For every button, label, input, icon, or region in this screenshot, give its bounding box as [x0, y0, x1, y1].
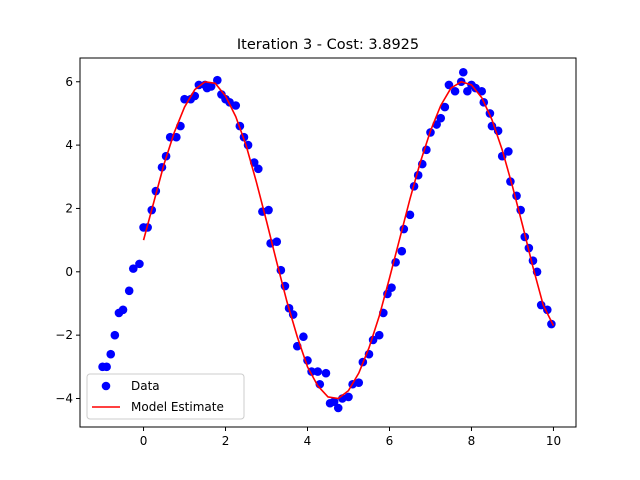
legend-label-data: Data [131, 379, 160, 393]
plot-area: 0 2 4 6 8 10 −4 −2 0 2 4 6 [55, 57, 577, 448]
model-estimate-line [142, 80, 555, 400]
x-tick-label: 8 [468, 434, 476, 448]
legend-marker-data [101, 381, 111, 391]
x-tick-label: 10 [546, 434, 561, 448]
data-point [102, 362, 111, 372]
data-point [128, 264, 138, 273]
data-point [231, 101, 241, 110]
data-point [135, 259, 144, 269]
axes-frame [79, 57, 577, 428]
data-point [264, 205, 273, 215]
data-point [213, 75, 222, 85]
data-point [405, 210, 415, 220]
y-tick-label: 0 [65, 265, 73, 279]
data-point [458, 67, 468, 77]
data-point [124, 286, 134, 296]
data-point [180, 94, 189, 104]
data-point [272, 237, 282, 247]
data-point [397, 246, 407, 256]
data-point [118, 305, 128, 315]
data-point [254, 164, 263, 174]
data-point [440, 102, 450, 112]
data-point [194, 80, 204, 90]
data-point [299, 332, 308, 342]
data-point [344, 392, 353, 402]
data-point [110, 330, 120, 340]
y-tick-label: 4 [65, 138, 73, 152]
y-tick-label: −4 [55, 391, 73, 405]
data-point [321, 368, 331, 378]
data-point [333, 403, 343, 413]
legend-label-model: Model Estimate [131, 400, 224, 414]
x-tick-label: 2 [222, 434, 230, 448]
data-point [374, 330, 384, 340]
data-point [477, 86, 487, 96]
legend-box [86, 373, 245, 420]
chart-title: Iteration 3 - Cost: 3.8925 [237, 37, 419, 53]
data-point [547, 319, 556, 329]
x-tick-label: 6 [386, 434, 394, 448]
x-tick-label: 0 [140, 434, 148, 448]
data-point [387, 283, 396, 292]
data-point [354, 378, 364, 387]
data-point [106, 349, 116, 359]
y-tick-label: 2 [65, 201, 73, 215]
legend: Data Model Estimate [86, 373, 245, 420]
data-point [444, 80, 454, 90]
data-point [450, 86, 460, 96]
data-point [329, 397, 339, 406]
data-point [206, 82, 216, 91]
y-tick-label: 6 [65, 75, 73, 89]
data-point [436, 113, 446, 123]
data-point [504, 147, 513, 156]
data-point [313, 367, 323, 376]
y-tick-label: −2 [55, 328, 73, 342]
data-point [463, 86, 472, 96]
x-tick-label: 4 [304, 434, 312, 448]
